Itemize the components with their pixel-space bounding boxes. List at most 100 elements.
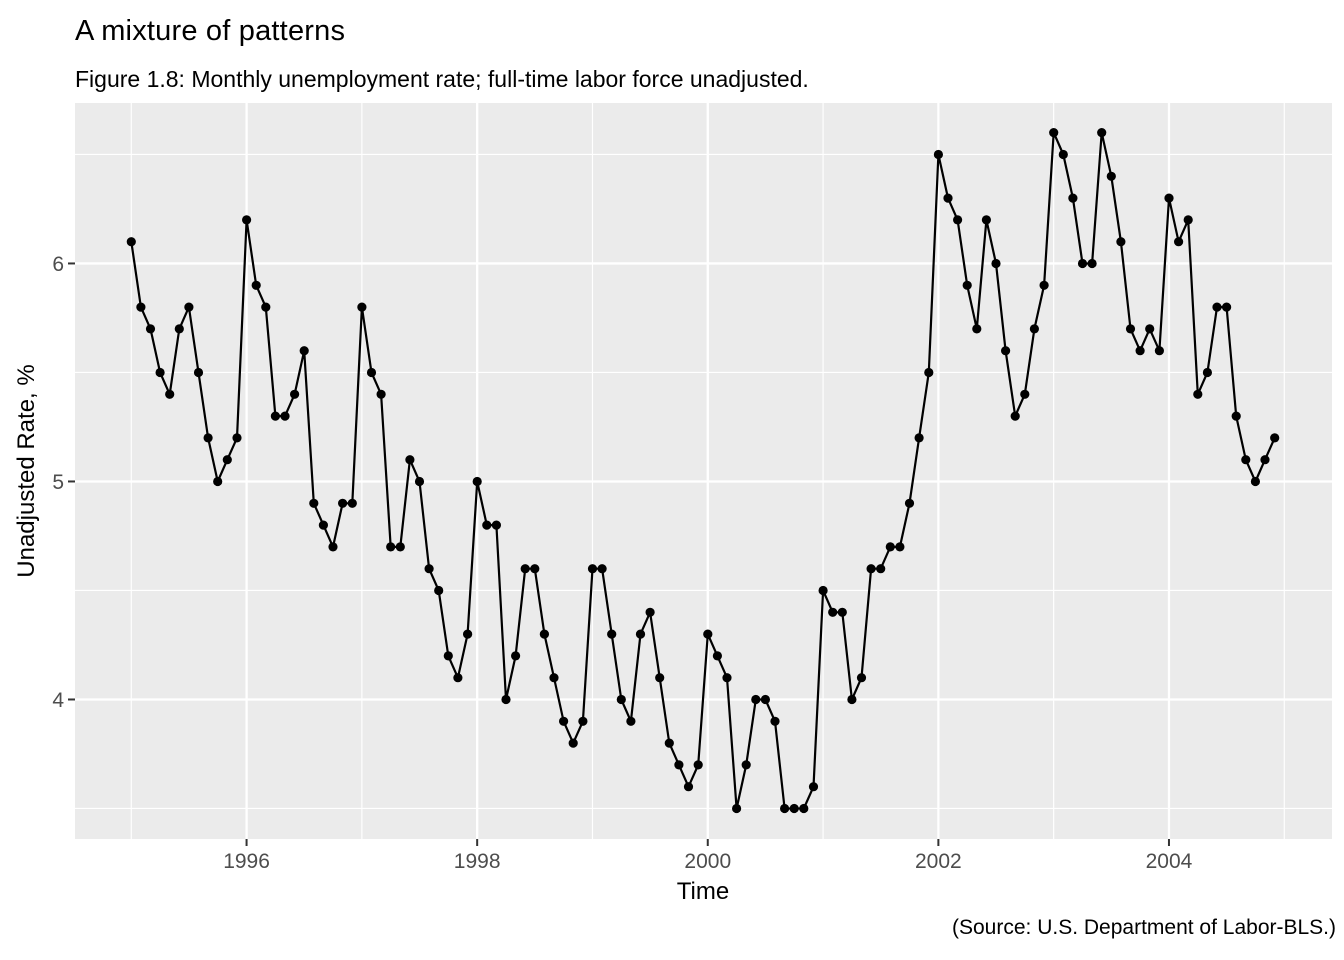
data-point (732, 803, 742, 814)
data-point (424, 564, 434, 574)
x-tick-label: 2000 (684, 850, 731, 873)
data-point (290, 389, 300, 399)
data-point (395, 542, 405, 552)
data-point (751, 694, 761, 705)
data-point (587, 564, 598, 574)
data-point (655, 673, 665, 683)
data-point (463, 629, 473, 639)
data-point (1125, 324, 1136, 334)
data-point (703, 629, 713, 639)
data-point (1001, 346, 1011, 356)
data-point (1087, 258, 1097, 269)
data-point (1212, 302, 1222, 312)
chart-subtitle: Figure 1.8: Monthly unemployment rate; f… (75, 66, 809, 92)
x-tick-label: 1996 (223, 850, 270, 873)
data-point (712, 651, 723, 661)
data-point (914, 433, 924, 443)
data-point (635, 629, 646, 639)
data-point (1145, 324, 1155, 334)
data-point (741, 760, 751, 770)
data-point (501, 694, 511, 705)
data-point (1231, 411, 1241, 421)
data-point (895, 542, 905, 552)
x-tick-label: 2004 (1146, 850, 1193, 873)
data-point (578, 716, 588, 726)
data-point (338, 498, 348, 508)
data-point (1029, 324, 1039, 334)
data-point (607, 629, 617, 639)
data-point (1250, 476, 1260, 487)
data-point (193, 367, 204, 378)
data-point (145, 324, 156, 334)
data-point (953, 215, 963, 225)
data-point (568, 738, 578, 748)
data-point (405, 455, 415, 465)
data-point (491, 520, 501, 530)
data-point (885, 542, 895, 552)
data-point (434, 585, 444, 596)
data-point (549, 673, 559, 683)
x-tick-label: 1998 (454, 850, 501, 873)
data-point (780, 803, 790, 814)
data-point (933, 149, 944, 160)
data-point (520, 564, 530, 574)
data-point (962, 280, 972, 290)
data-point (924, 367, 934, 378)
data-point (510, 651, 521, 661)
data-point (1202, 367, 1212, 378)
data-point (837, 607, 847, 617)
data-point (165, 389, 175, 399)
data-point (232, 433, 242, 443)
data-point (347, 498, 357, 508)
data-point (357, 302, 367, 312)
data-point (559, 716, 569, 726)
data-point (366, 367, 377, 378)
data-point (1068, 193, 1078, 203)
data-point (1049, 128, 1059, 138)
data-point (280, 411, 290, 421)
data-point (866, 564, 876, 574)
data-point (242, 215, 252, 225)
data-point (299, 346, 309, 356)
data-point (251, 280, 261, 290)
data-point (904, 498, 915, 508)
y-axis-title: Unadjusted Rate, % (13, 364, 40, 578)
tick-marks (68, 262, 1170, 846)
data-point (808, 782, 819, 792)
data-point (453, 673, 463, 683)
chart-caption: (Source: U.S. Department of Labor-BLS.) (952, 916, 1336, 939)
data-point (414, 476, 425, 487)
data-point (847, 694, 857, 705)
y-tick-labels: 4 5 6 (52, 253, 64, 712)
data-point (972, 324, 982, 334)
data-point (1174, 237, 1184, 247)
data-point (943, 193, 953, 203)
data-point (482, 520, 492, 530)
data-point (530, 564, 540, 574)
data-point (760, 694, 771, 705)
data-point (1077, 258, 1088, 269)
data-point (828, 607, 838, 617)
data-point (174, 324, 184, 334)
data-point (722, 673, 732, 683)
data-point (472, 476, 482, 487)
data-point (1164, 193, 1174, 203)
data-point (664, 738, 674, 748)
data-point (539, 629, 550, 639)
data-point (597, 564, 607, 574)
data-point (818, 585, 828, 596)
data-point (616, 694, 626, 705)
data-point (856, 673, 867, 683)
data-point (376, 389, 386, 399)
y-tick-label: 6 (52, 253, 64, 276)
minor-gridlines (75, 103, 1332, 839)
data-point (1270, 433, 1280, 443)
data-point (683, 782, 694, 792)
data-point (222, 455, 232, 465)
data-point (1116, 237, 1126, 247)
data-point (136, 302, 146, 312)
data-point (1097, 128, 1107, 138)
y-tick-label: 5 (52, 471, 64, 494)
data-point (626, 716, 636, 726)
